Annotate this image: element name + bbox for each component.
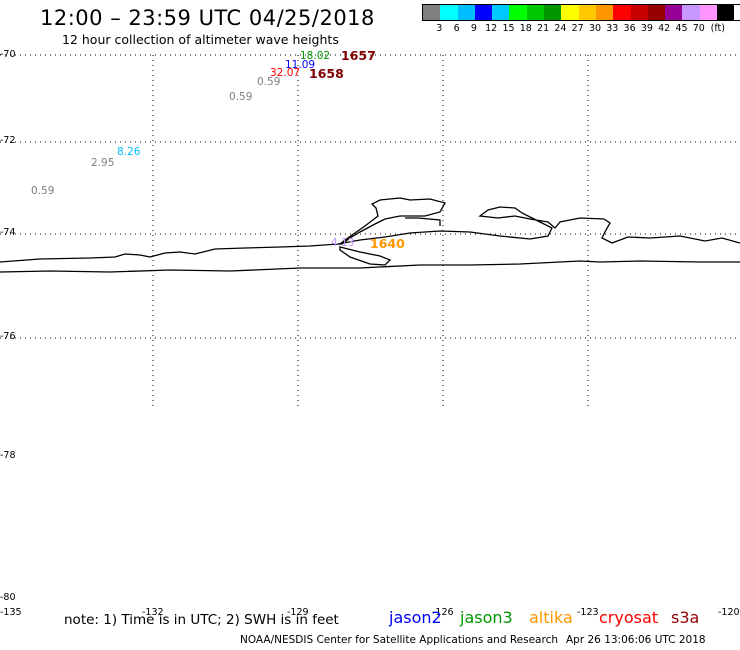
legend-cryosat: cryosat — [599, 608, 659, 627]
lon-label: -120 — [718, 607, 740, 618]
lat-label: -76 — [0, 331, 16, 342]
color-scale-label: 42 — [658, 23, 671, 34]
lon-label: -129 — [287, 607, 309, 618]
color-scale-swatch — [423, 5, 441, 20]
color-scale-swatch — [665, 5, 683, 20]
pass-time-label: 1657 — [341, 48, 376, 63]
footer-note: note: 1) Time is in UTC; 2) SWH is in fe… — [64, 612, 339, 628]
color-scale-swatch — [699, 5, 718, 20]
color-scale-swatch — [595, 5, 614, 20]
color-scale-label: 36 — [623, 23, 636, 34]
color-scale-label: 3 — [436, 23, 443, 34]
color-scale-label: 18 — [519, 23, 532, 34]
lon-label: -126 — [432, 607, 454, 618]
legend-jason3: jason3 — [460, 608, 513, 627]
lat-label: -74 — [0, 227, 16, 238]
color-scale-label: 70 — [692, 23, 705, 34]
color-scale-label: 9 — [470, 23, 477, 34]
wave-height-label: 8.26 — [117, 146, 141, 158]
legend-s3a: s3a — [671, 608, 700, 627]
color-scale-swatch — [613, 5, 631, 20]
color-scale-label: 39 — [640, 23, 653, 34]
lat-label: -72 — [0, 135, 16, 146]
map-title: 12:00 – 23:59 UTC 04/25/2018 — [40, 6, 375, 30]
wave-height-label: 0.59 — [257, 76, 281, 88]
color-scale-swatch — [544, 5, 562, 20]
color-scale-swatch — [682, 5, 700, 20]
lat-label: -70 — [0, 49, 16, 60]
color-scale-label: 6 — [453, 23, 460, 34]
wave-height-label: 2.95 — [91, 157, 115, 169]
wave-height-label: 0.59 — [229, 91, 253, 103]
color-scale-label: 15 — [502, 23, 515, 34]
color-scale-swatch — [509, 5, 527, 20]
color-scale-label: 21 — [537, 23, 550, 34]
color-scale-unit: (ft) — [710, 23, 725, 34]
pass-time-label: 1658 — [309, 66, 344, 81]
lon-label: -132 — [142, 607, 164, 618]
color-scale-swatch — [647, 5, 666, 20]
color-scale-swatch — [717, 5, 735, 20]
color-scale-swatch — [630, 5, 648, 20]
legend-jason2: jason2 — [389, 608, 442, 627]
color-scale-label: 27 — [571, 23, 584, 34]
color-scale-swatch — [561, 5, 579, 20]
wave-height-label: 18.02 — [300, 50, 331, 62]
graticule — [0, 54, 740, 408]
generated-timestamp: Apr 26 13:06:06 UTC 2018 — [566, 634, 706, 646]
color-scale-label: 45 — [675, 23, 688, 34]
wave-height-label: 11.09 — [285, 59, 316, 71]
legend-altika: altika — [529, 608, 573, 627]
lat-label: -80 — [0, 592, 16, 603]
color-scale: 3 6 9 12 15 18 21 24 27 30 33 36 39 42 45 70 (ft) — [422, 4, 740, 35]
lat-label: -78 — [0, 450, 16, 461]
color-scale-swatch — [526, 5, 545, 20]
color-scale-swatch — [440, 5, 458, 20]
coastline — [0, 197, 740, 273]
credit-line: NOAA/NESDIS Center for Satellite Applica… — [240, 634, 558, 646]
lon-label: -135 — [0, 607, 22, 618]
color-scale-labels: 3 6 9 12 15 18 21 24 27 30 33 36 39 42 45 70 (ft) — [422, 21, 740, 35]
color-scale-label: 12 — [485, 23, 498, 34]
color-scale-label: 30 — [588, 23, 602, 34]
color-scale-label: 33 — [606, 23, 619, 34]
color-scale-swatch — [492, 5, 510, 20]
color-scale-swatch — [474, 5, 493, 20]
color-scale-swatches — [422, 4, 740, 21]
map-subtitle: 12 hour collection of altimeter wave hei… — [62, 32, 339, 47]
color-scale-swatch — [457, 5, 475, 20]
pass-time-label: 1640 — [370, 236, 405, 251]
wave-height-label: 32.07 — [270, 67, 301, 79]
color-scale-swatch — [578, 5, 596, 20]
wave-height-label: 4.13 — [331, 237, 355, 249]
lon-label: -123 — [577, 607, 599, 618]
wave-height-label: 0.59 — [31, 185, 55, 197]
color-scale-label: 24 — [554, 23, 567, 34]
